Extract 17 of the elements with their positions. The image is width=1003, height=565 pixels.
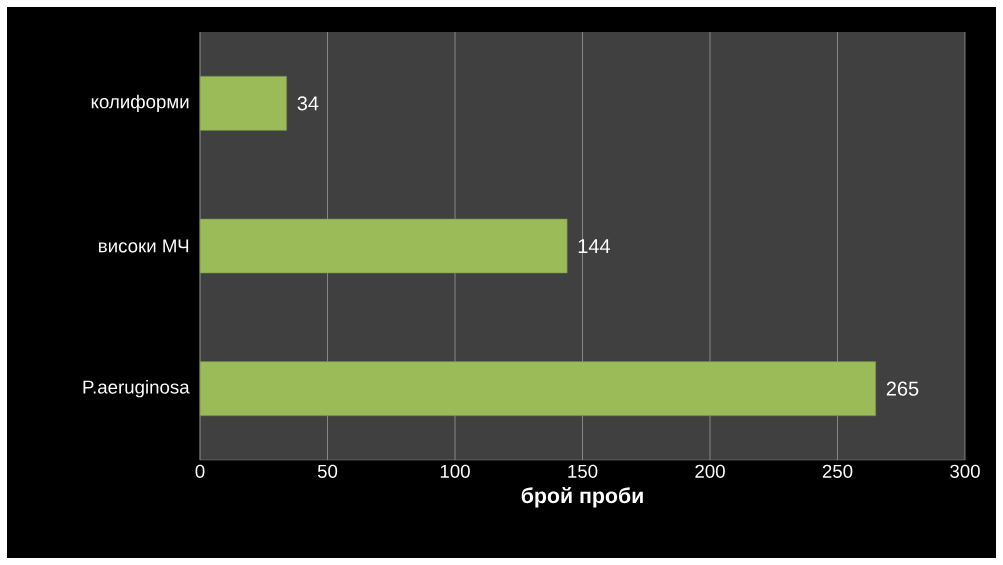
y-tick-label: P.aeruginosa [83,379,190,398]
x-axis-title: брой проби [521,487,643,508]
x-tick-label: 100 [440,464,470,478]
data-label: 265 [886,381,919,396]
x-tick-label: 250 [822,464,853,478]
x-tick-label: 0 [195,464,205,478]
bar [199,361,877,417]
y-tick-label: високи МЧ [99,239,189,253]
x-tick-label: 150 [568,464,598,478]
bar [199,218,568,274]
x-tick-label: 200 [695,464,725,478]
data-label: 34 [297,96,319,111]
data-label: 144 [578,239,611,253]
bar [199,75,287,131]
x-tick-label: 50 [317,464,338,478]
y-tick-label: колиформи [91,94,189,113]
x-tick-label: 300 [950,464,980,478]
